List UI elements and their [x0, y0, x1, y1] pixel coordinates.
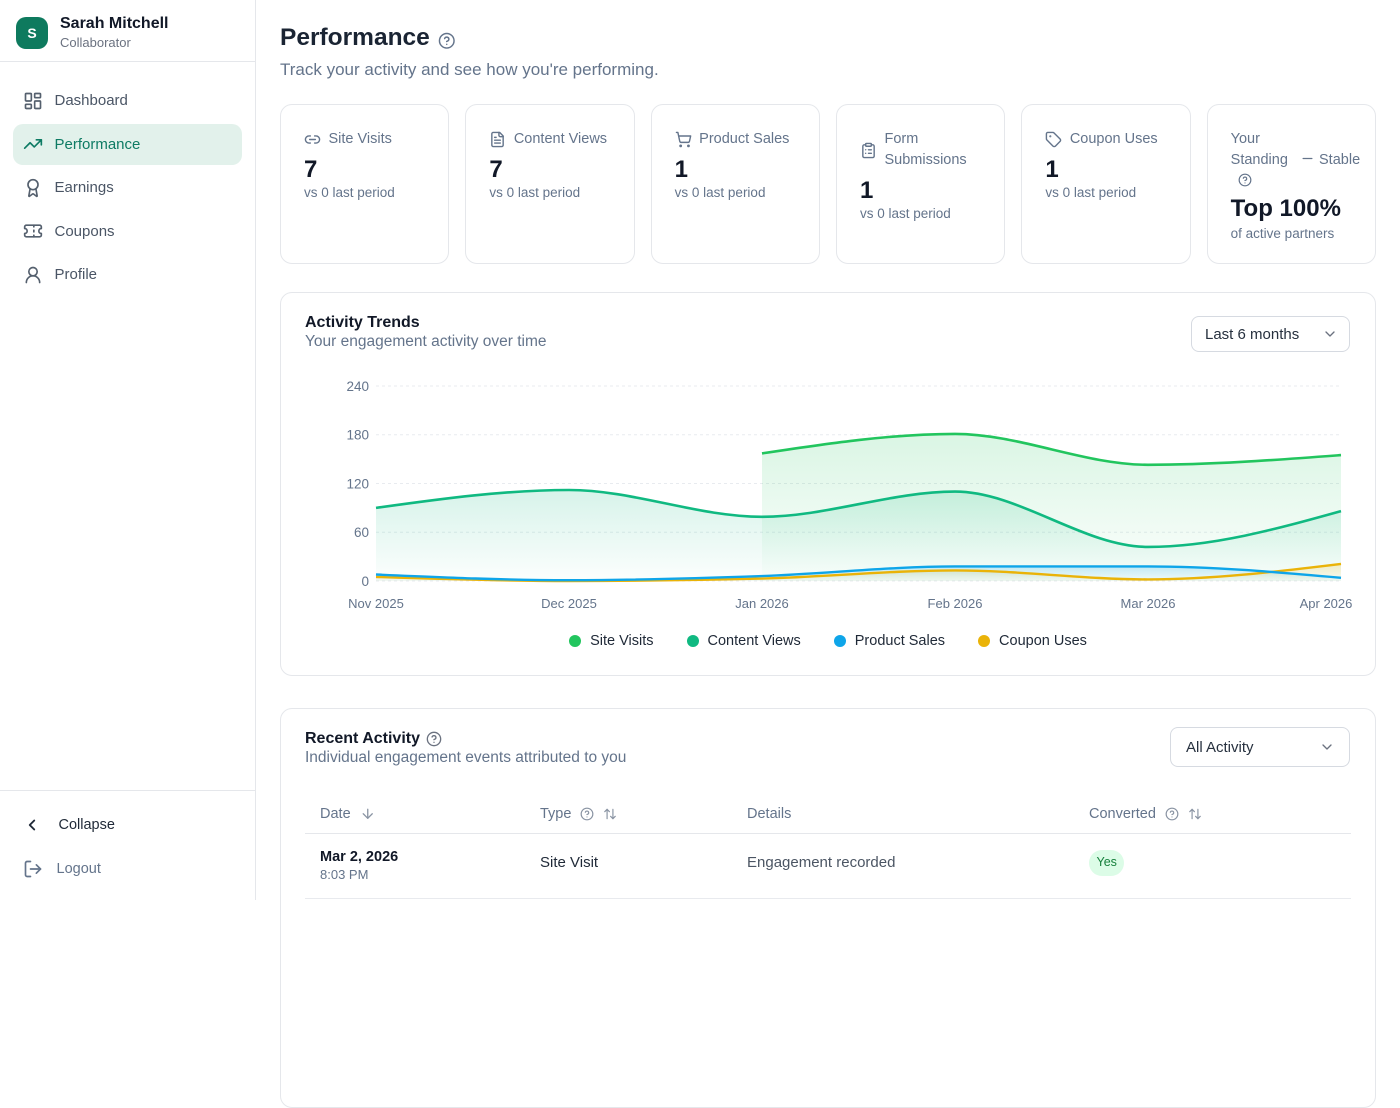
svg-text:Jan 2026: Jan 2026 [735, 596, 789, 611]
svg-text:0: 0 [361, 574, 369, 589]
svg-text:Mar 2026: Mar 2026 [1121, 596, 1176, 611]
svg-text:60: 60 [354, 525, 369, 540]
svg-text:Feb 2026: Feb 2026 [928, 596, 983, 611]
svg-text:120: 120 [346, 476, 369, 491]
svg-text:Nov 2025: Nov 2025 [348, 596, 404, 611]
svg-text:240: 240 [346, 379, 369, 394]
svg-text:Apr 2026: Apr 2026 [1300, 596, 1353, 611]
svg-text:Dec 2025: Dec 2025 [541, 596, 597, 611]
svg-text:180: 180 [346, 428, 369, 443]
